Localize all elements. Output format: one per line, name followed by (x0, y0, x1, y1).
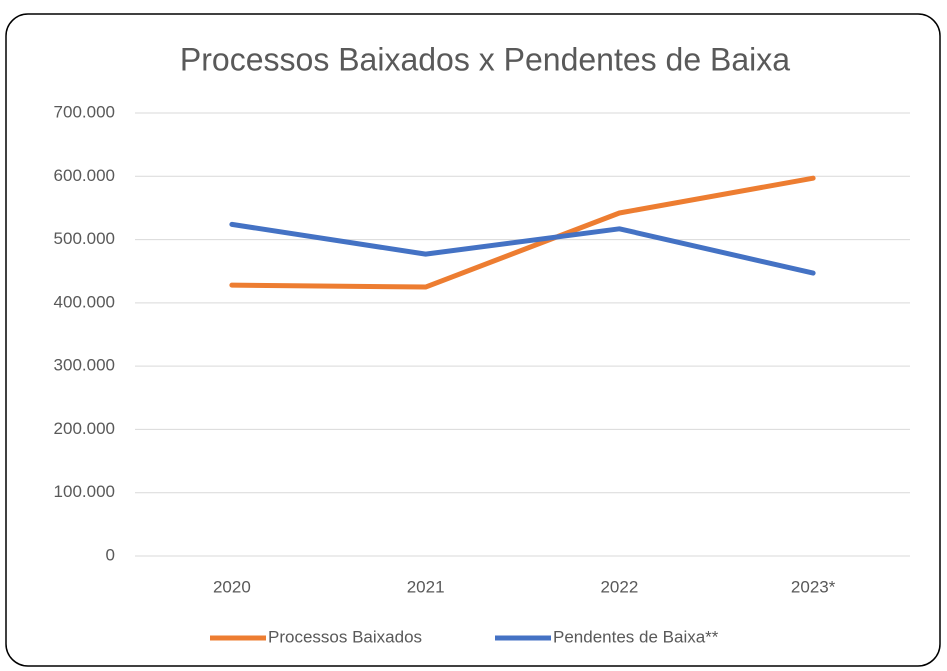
y-tick-label: 200.000 (54, 419, 115, 438)
y-tick-label: 300.000 (54, 356, 115, 375)
y-tick-label: 500.000 (54, 229, 115, 248)
y-tick-label: 600.000 (54, 166, 115, 185)
chart-border (5, 13, 941, 667)
chart-title: Processos Baixados x Pendentes de Baixa (180, 41, 790, 77)
series-line (229, 175, 816, 290)
y-tick-label: 100.000 (54, 482, 115, 501)
y-tick-label: 0 (106, 545, 115, 564)
legend-label: Processos Baixados (268, 627, 422, 646)
y-tick-label: 400.000 (54, 292, 115, 311)
y-tick-label: 700.000 (54, 102, 115, 121)
x-tick-label: 2022 (600, 577, 638, 596)
x-tick-label: 2021 (407, 577, 445, 596)
x-tick-label: 2020 (213, 577, 251, 596)
series-line (229, 221, 816, 276)
x-tick-label: 2023* (791, 577, 836, 596)
legend-label: Pendentes de Baixa** (553, 627, 719, 646)
